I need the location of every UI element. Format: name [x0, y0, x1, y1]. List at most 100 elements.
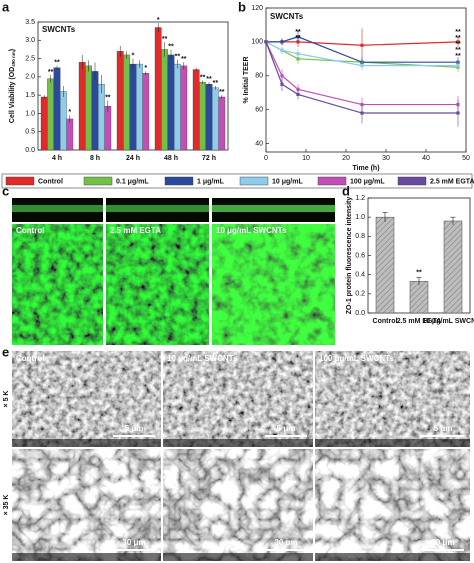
y-tick-label: 0.8: [355, 233, 365, 240]
point: [296, 87, 300, 91]
sem-image: [315, 449, 470, 561]
y-tick-label: 0.2: [355, 291, 365, 298]
point: [360, 64, 364, 68]
y-tick-label: 2.5: [25, 55, 35, 62]
bar: [98, 84, 105, 151]
legend-label: 1 μg/mL: [197, 178, 225, 185]
x-tick-label: 50: [462, 155, 470, 162]
x-tick-label: 8 h: [90, 155, 100, 162]
cross-section-band: [106, 205, 209, 212]
sem-image: [12, 351, 161, 447]
point: [280, 74, 284, 78]
y-tick-label: 2.0: [25, 74, 35, 81]
bar: [91, 71, 99, 151]
image-label: Control: [16, 354, 44, 363]
scale-bar-label: 5 μm: [125, 424, 144, 433]
legend-swatch: [164, 176, 194, 186]
bar: [116, 51, 124, 151]
panel-label: b: [238, 0, 246, 14]
point: [264, 40, 268, 44]
x-axis-label: Time (h): [352, 165, 379, 172]
sem-image: [163, 449, 313, 561]
info-bar: [163, 439, 313, 447]
x-tick-label: 10 μg/mL SWCNTs: [422, 318, 474, 325]
bar: [142, 73, 150, 151]
significance-mark: **: [48, 69, 54, 76]
point: [456, 40, 460, 44]
bar: [123, 54, 130, 151]
significance-mark: **: [206, 76, 212, 83]
significance-mark: **: [455, 35, 461, 42]
y-tick-label: 3.0: [25, 37, 35, 44]
point: [456, 111, 460, 115]
y-tick-label: 40: [255, 140, 263, 147]
y-tick-label: 0.0: [25, 147, 35, 154]
confocal-image: [12, 224, 103, 345]
panel-label: c: [2, 183, 9, 198]
x-tick-label: 72 h: [202, 155, 216, 162]
bar: [167, 54, 175, 151]
x-tick-label: 30: [382, 155, 390, 162]
point: [296, 52, 300, 56]
significance-mark: *: [132, 52, 135, 59]
image-label: 2.5 mM EGTA: [110, 226, 161, 235]
bar: [443, 220, 463, 314]
x-tick-label: 40: [422, 155, 430, 162]
info-bar: [12, 553, 161, 561]
bar: [66, 118, 74, 151]
info-bar: [163, 553, 313, 561]
bar: [375, 216, 395, 314]
point: [280, 82, 284, 86]
legend-label: 100 μg/mL: [350, 178, 385, 185]
legend-label: 10 μg/mL: [272, 178, 303, 185]
y-axis-label-part: Cell Viability (OD: [9, 67, 16, 123]
y-axis-label: Cell Viability (OD490 nm): [9, 49, 16, 123]
y-tick-label: 0.6: [355, 252, 365, 259]
image-label: 10 μg/mL SWCNTs: [216, 226, 287, 235]
y-tick-label: 80: [255, 73, 263, 80]
x-tick-label: 48 h: [164, 155, 178, 162]
bar: [85, 65, 92, 151]
y-tick-label: 3.5: [25, 19, 35, 26]
bar: [60, 91, 67, 151]
y-tick-label: 1.2: [355, 195, 365, 202]
info-bar: [315, 439, 470, 447]
legend-swatch: [239, 176, 269, 186]
y-axis-label-part: ): [9, 49, 16, 51]
significance-mark: **: [455, 53, 461, 60]
bar: [161, 49, 168, 151]
bar: [218, 96, 226, 151]
bar: [154, 27, 162, 151]
legend-swatch: [5, 176, 35, 186]
y-tick-label: 0.5: [25, 129, 35, 136]
significance-mark: **: [455, 29, 461, 36]
significance-mark: **: [175, 54, 181, 61]
point: [360, 111, 364, 115]
scale-bar-label: 5 μm: [277, 424, 296, 433]
panel-label: d: [342, 183, 350, 198]
significance-mark: **: [455, 41, 461, 48]
bar: [199, 82, 206, 151]
plot-frame: [265, 7, 467, 153]
sem-image: [12, 449, 161, 561]
bar: [205, 84, 213, 151]
bar: [104, 105, 112, 151]
significance-mark: *: [144, 65, 147, 72]
legend-swatch: [317, 176, 347, 186]
cross-section-band: [12, 205, 103, 212]
bar: [136, 63, 143, 151]
y-tick-label: 120: [251, 5, 263, 12]
significance-mark: **: [455, 47, 461, 54]
bar: [180, 65, 188, 151]
scale-bar-label: 5 μm: [434, 424, 453, 433]
y-tick-label: 1.5: [25, 92, 35, 99]
legend-label: Control: [38, 178, 63, 185]
bar: [174, 63, 181, 151]
cross-section-band: [212, 205, 335, 212]
x-tick-label: Control: [373, 318, 398, 325]
info-bar: [315, 553, 470, 561]
significance-mark: **: [105, 94, 111, 101]
x-tick-label: 24 h: [126, 155, 140, 162]
bar: [78, 62, 86, 151]
point: [456, 64, 460, 68]
